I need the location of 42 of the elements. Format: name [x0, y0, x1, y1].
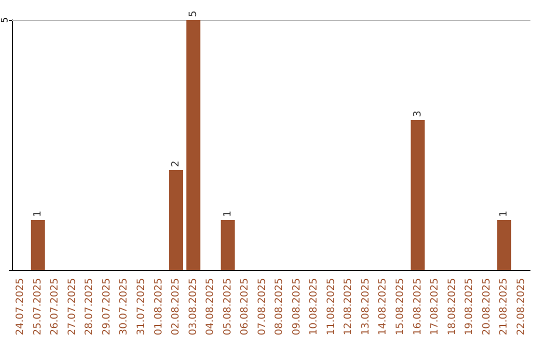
data-label: 5 [188, 10, 199, 17]
bar [410, 120, 425, 270]
data-label: 2 [170, 160, 182, 167]
x-tick-label: 27.07.2025 [66, 278, 78, 336]
x-tick-label: 31.07.2025 [136, 278, 147, 336]
x-tick-label: 09.08.2025 [291, 278, 302, 336]
x-tick-label: 15.08.2025 [395, 278, 406, 336]
bar [220, 220, 235, 270]
bar [497, 220, 512, 270]
data-label: 1 [222, 210, 234, 217]
x-tick-label: 03.08.2025 [188, 278, 199, 336]
x-tick-label: 21.08.2025 [498, 278, 510, 336]
x-tick-label: 29.07.2025 [101, 278, 112, 336]
x-tick-label: 14.08.2025 [378, 278, 389, 336]
data-label: 1 [32, 210, 44, 217]
x-tick-label: 17.08.2025 [430, 278, 441, 336]
x-tick-label: 08.08.2025 [274, 278, 286, 336]
x-tick-label: 20.08.2025 [481, 278, 492, 336]
x-tick-label: 01.08.2025 [153, 278, 164, 336]
x-tick-label: 28.07.2025 [84, 278, 96, 336]
x-tick-label: 11.08.2025 [326, 278, 337, 336]
bar [30, 220, 45, 270]
x-tick-label: 25.07.2025 [32, 278, 44, 336]
x-tick-label: 30.07.2025 [118, 278, 130, 336]
x-tick-label: 06.08.2025 [240, 278, 251, 336]
x-tick-label: 19.08.2025 [464, 278, 476, 336]
x-tick-label: 18.08.2025 [446, 278, 458, 336]
x-tick-label: 24.07.2025 [15, 278, 26, 336]
x-tick-label: 16.08.2025 [412, 278, 424, 336]
x-tick-label: 22.08.2025 [516, 278, 527, 336]
data-label: 3 [412, 110, 424, 117]
bar [169, 170, 184, 270]
x-tick-label: 12.08.2025 [343, 278, 354, 336]
x-tick-label: 26.07.2025 [50, 278, 61, 336]
x-tick-label: 04.08.2025 [205, 278, 216, 336]
x-tick-label: 02.08.2025 [170, 278, 182, 336]
bar [186, 20, 200, 270]
data-label: 1 [498, 210, 510, 217]
x-tick-label: 07.08.2025 [256, 278, 268, 336]
x-tick-label: 13.08.2025 [360, 278, 372, 336]
x-tick-label: 10.08.2025 [308, 278, 320, 336]
x-tick-label: 05.08.2025 [222, 278, 234, 336]
